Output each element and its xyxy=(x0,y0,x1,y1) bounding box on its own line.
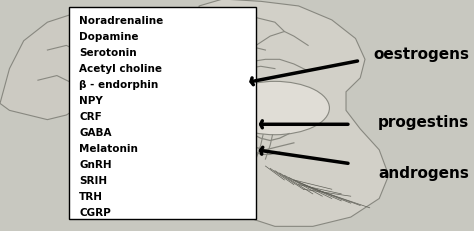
Text: NPY: NPY xyxy=(79,96,103,106)
Text: Serotonin: Serotonin xyxy=(79,48,137,58)
Text: Dopamine: Dopamine xyxy=(79,32,139,42)
Text: Acetyl choline: Acetyl choline xyxy=(79,64,162,74)
Text: GnRH: GnRH xyxy=(79,160,112,170)
Text: GABA: GABA xyxy=(79,128,112,138)
Text: androgens: androgens xyxy=(378,166,469,181)
Polygon shape xyxy=(194,0,389,226)
Polygon shape xyxy=(0,14,133,120)
Text: Noradrenaline: Noradrenaline xyxy=(79,16,164,26)
FancyBboxPatch shape xyxy=(69,8,256,219)
Text: Melatonin: Melatonin xyxy=(79,144,138,154)
Text: β - endorphin: β - endorphin xyxy=(79,80,158,90)
Text: TRH: TRH xyxy=(79,191,103,201)
Text: CRF: CRF xyxy=(79,112,102,122)
Circle shape xyxy=(220,82,329,135)
Text: progestins: progestins xyxy=(378,115,469,130)
Ellipse shape xyxy=(78,198,111,218)
Text: CGRP: CGRP xyxy=(79,207,111,218)
Text: SRIH: SRIH xyxy=(79,176,107,185)
Text: oestrogens: oestrogens xyxy=(373,47,469,62)
